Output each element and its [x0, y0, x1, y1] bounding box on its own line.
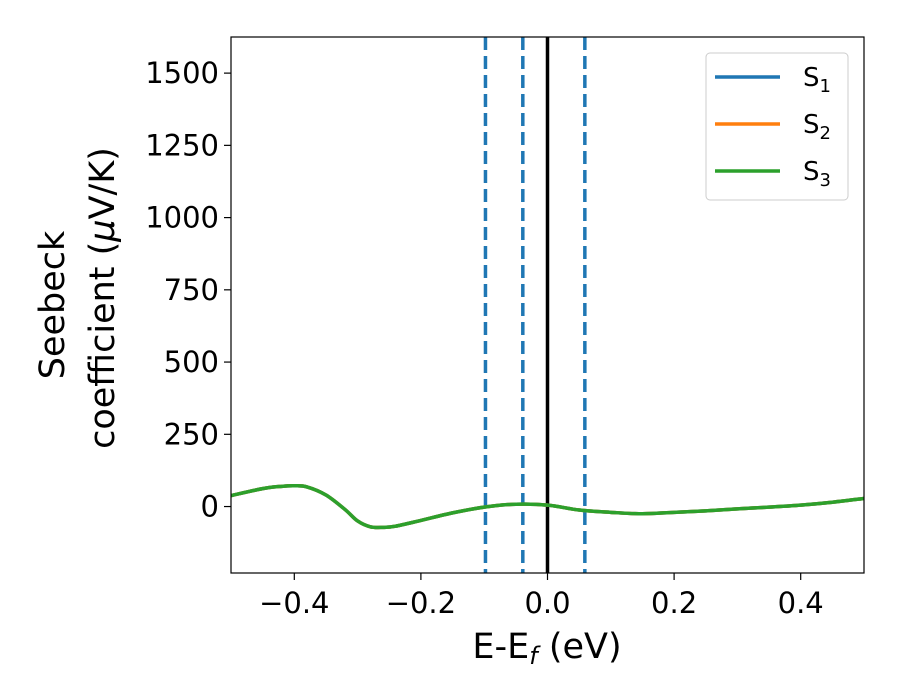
y-tick-label: 0: [201, 490, 219, 524]
series-lines: [231, 483, 864, 530]
y-tick-label: 1250: [145, 128, 219, 162]
series-line-s3: [231, 483, 864, 530]
legend-box: [705, 52, 849, 201]
x-axis-label: E-Ef (eV): [472, 627, 621, 670]
x-tick-label: 0.0: [524, 586, 570, 620]
y-axis-label-line1: Seebeck: [33, 230, 73, 379]
reference-lines: [483, 37, 587, 573]
x-tick-label: −0.2: [386, 586, 456, 620]
y-tick-label: 500: [164, 345, 219, 379]
y-axis: 0 250 500 750 1000 1250 1500: [145, 56, 231, 524]
x-tick-label: 0.4: [778, 586, 824, 620]
legend-label-s2: S2: [803, 110, 831, 144]
y-tick-label: 1500: [145, 56, 219, 90]
y-tick-label: 750: [164, 273, 219, 307]
x-tick-label: −0.4: [259, 586, 329, 620]
x-tick-label: 0.2: [651, 586, 697, 620]
y-tick-label: 250: [164, 417, 219, 451]
y-axis-label: Seebeck coefficient (μV/K): [33, 147, 123, 449]
legend-label-s3: S3: [803, 157, 831, 191]
legend: S1 S2 S3: [705, 52, 849, 201]
legend-label-s1: S1: [803, 63, 831, 97]
y-axis-label-line2: coefficient (μV/K): [83, 147, 123, 449]
y-tick-label: 1000: [145, 201, 219, 235]
x-axis: −0.4 −0.2 0.0 0.2 0.4: [259, 573, 824, 620]
